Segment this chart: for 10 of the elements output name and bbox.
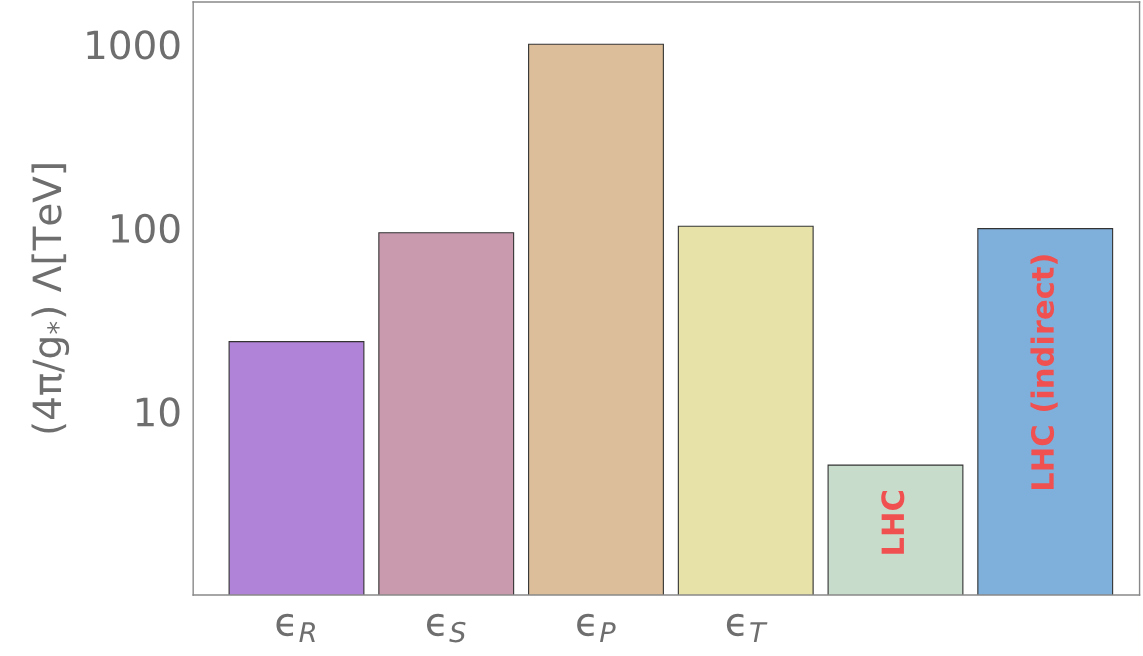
y-tick-label: 100	[112, 213, 180, 244]
y-tick-label: 1000	[87, 30, 180, 60]
x-tick-label: ϵ$_{T}$	[726, 613, 768, 643]
y-axis-title: (4π/g$_{*}$) Λ[TeV]	[31, 164, 70, 433]
x-tick-label: ϵ$_{R}$	[276, 613, 315, 643]
annotation: LHC (indirect)	[1030, 255, 1058, 489]
y-tick-label: 10	[136, 397, 180, 427]
annotation: LHC	[881, 491, 905, 554]
x-tick-label: ϵ$_{S}$	[427, 613, 466, 643]
x-tick-label: ϵ$_{P}$	[577, 613, 616, 643]
